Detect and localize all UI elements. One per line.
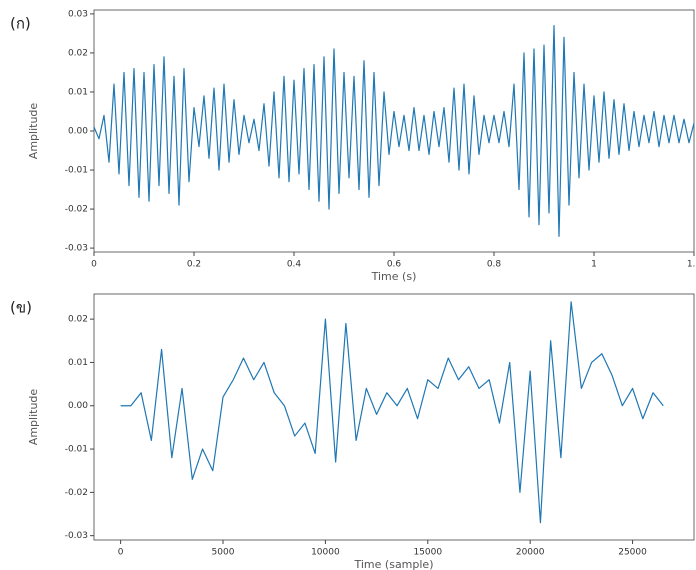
y-tick-label: -0.02 xyxy=(65,488,88,498)
x-tick-label: 0 xyxy=(118,548,124,558)
y-tick-label: 0.01 xyxy=(68,358,88,368)
y-axis-label: Amplitude xyxy=(27,103,40,160)
y-tick-label: 0.02 xyxy=(68,315,88,325)
x-tick-label: 1.2 xyxy=(687,260,696,270)
y-tick-label: 0.01 xyxy=(68,87,88,97)
y-tick-label: 0.03 xyxy=(68,9,88,19)
x-axis-label: Time (s) xyxy=(371,270,417,283)
plot-area xyxy=(93,293,695,541)
y-tick-label: -0.01 xyxy=(65,445,88,455)
waveform xyxy=(120,301,664,524)
waveform xyxy=(93,25,695,237)
panel-label: (ก) xyxy=(10,15,31,33)
panel-label: (ข) xyxy=(10,299,32,317)
x-tick-label: 10000 xyxy=(311,548,340,558)
y-tick-label: 0.00 xyxy=(68,401,88,411)
y-tick-label: -0.01 xyxy=(65,166,88,176)
x-tick-label: 5000 xyxy=(212,548,235,558)
y-tick-label: -0.03 xyxy=(65,244,88,254)
x-tick-label: 0 xyxy=(91,260,97,270)
x-axis-label: Time (sample) xyxy=(354,558,434,570)
x-tick-label: 0.2 xyxy=(187,260,201,270)
y-axis-label: Amplitude xyxy=(27,389,40,446)
x-tick-label: 20000 xyxy=(516,548,545,558)
y-tick-label: -0.03 xyxy=(65,531,88,541)
x-tick-label: 0.4 xyxy=(287,260,302,270)
y-tick-label: 0.02 xyxy=(68,48,88,58)
plot-area xyxy=(93,9,695,253)
x-tick-label: 0.8 xyxy=(487,260,502,270)
x-tick-label: 15000 xyxy=(413,548,442,558)
x-tick-label: 1 xyxy=(591,260,597,270)
x-tick-label: 0.6 xyxy=(387,260,402,270)
y-tick-label: -0.02 xyxy=(65,205,88,215)
y-tick-label: 0.00 xyxy=(68,127,88,137)
x-tick-label: 25000 xyxy=(618,548,647,558)
